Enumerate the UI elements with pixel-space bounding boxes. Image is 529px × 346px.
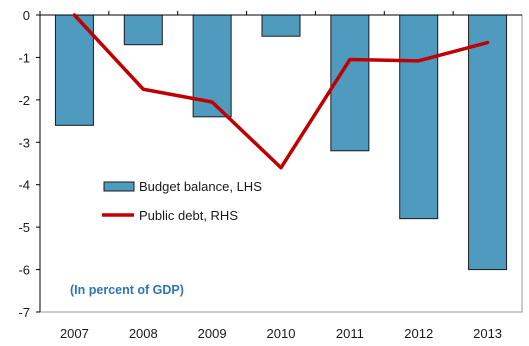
x-tick-label: 2012	[404, 326, 433, 341]
y-tick-label: -7	[18, 305, 30, 320]
plot-border	[39, 14, 523, 313]
x-tick-label: 2010	[267, 326, 296, 341]
unit-annotation: (In percent of GDP)	[70, 283, 184, 297]
legend: Budget balance, LHS Public debt, RHS	[102, 179, 262, 223]
bar-2007	[54, 14, 94, 126]
bars-group	[54, 14, 508, 271]
x-tick-label: 2013	[473, 326, 502, 341]
x-ticks-group: 2007 2008 2009 2010 2011 2012 2013	[39, 11, 502, 341]
y-tick-label: -1	[18, 50, 30, 65]
public-debt-line	[72, 13, 490, 170]
legend-label-budget-balance: Budget balance, LHS	[139, 179, 262, 194]
y-tick-label: -5	[18, 220, 30, 235]
bar-2008	[123, 14, 163, 46]
y-tick-label: -6	[18, 263, 30, 278]
x-tick-label: 2007	[60, 326, 89, 341]
y-tick-label: -4	[18, 178, 30, 193]
plot-frame	[39, 14, 523, 313]
legend-swatch-budget-balance	[103, 181, 135, 192]
bar-2013	[468, 14, 508, 271]
x-tick-label: 2008	[129, 326, 158, 341]
y-tick-label: -2	[18, 93, 30, 108]
bar-2010	[261, 14, 301, 37]
x-tick-label: 2011	[336, 326, 364, 341]
x-tick-label: 2009	[198, 326, 227, 341]
bar-2012	[399, 14, 439, 220]
y-tick-label: -3	[18, 135, 30, 150]
y-tick-label: 0	[23, 8, 30, 23]
y-ticks-group: 0 -1 -2 -3 -4 -5 -6 -7	[18, 8, 40, 320]
legend-label-public-debt: Public debt, RHS	[139, 208, 238, 223]
